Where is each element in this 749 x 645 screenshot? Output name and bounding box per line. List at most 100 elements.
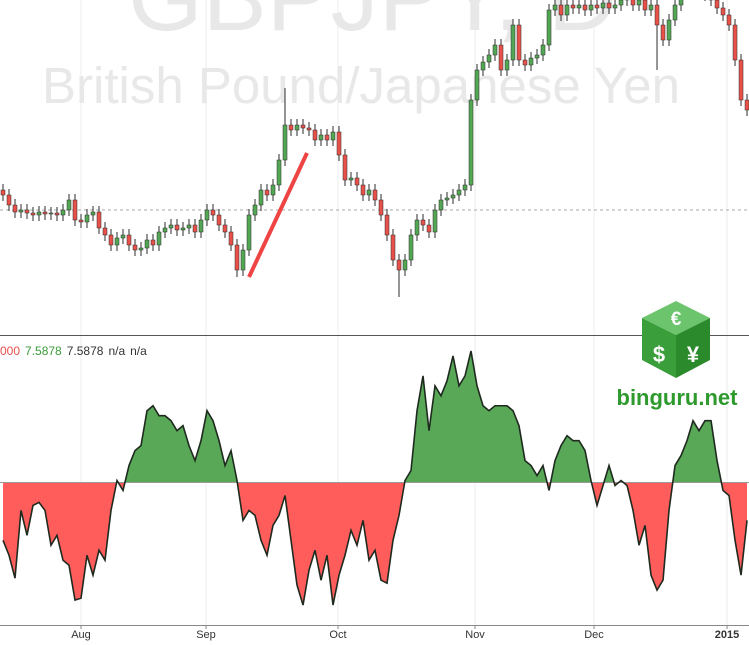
candle-body [102,227,108,236]
legend-entry: n/a [108,344,125,358]
candle-body [54,212,60,216]
candle-body [540,44,546,56]
area-positive [3,350,748,483]
candle-body [246,214,252,251]
candle-body [510,24,516,61]
legend-entry: 7.5878 [25,344,62,358]
candle-body [126,234,132,246]
candle-body [420,219,426,226]
candle-body [570,4,576,9]
candle-body [618,0,624,6]
candle-body [594,4,600,9]
candle-body [504,59,510,71]
candle-body [474,69,480,101]
candle-body [300,124,306,129]
indicator-panel [0,350,749,606]
candle-body [228,231,234,246]
candle-body [660,24,666,41]
candle-body [6,194,12,206]
candle-body [84,214,90,223]
candle-body [408,234,414,261]
candle-body [198,219,204,233]
candle-body [612,4,618,9]
candle-body [276,159,282,186]
candle-body [432,209,438,233]
indicator-legend: 000 7.5878 7.5878 n/a n/a [0,344,147,358]
candle-body [186,224,192,229]
logo-cube-right [676,318,710,378]
candle-body [162,227,168,233]
candle-body [720,7,726,16]
candle-body [132,244,138,251]
candle-body [486,54,492,63]
legend-entry: n/a [130,344,147,358]
candle-body [48,212,54,215]
candle-body [654,4,660,26]
candle-body [72,199,78,221]
candle-body [210,209,216,216]
candle-body [402,259,408,271]
price-panel [0,0,749,297]
candle-body [468,99,474,186]
candle-body [546,9,552,46]
candle-body [192,224,198,233]
candle-body [234,244,240,271]
watermark-subtitle: British Pound/Japanese Yen [42,57,680,114]
logo-text: binguru.net [617,385,739,410]
logo-symbol: € [671,309,682,330]
candle-body [342,154,348,181]
candle-body [678,0,684,6]
candle-body [336,131,342,156]
candle-body [492,44,498,56]
candle-body [216,214,222,226]
candle-body [456,189,462,196]
logo-cube-left [642,318,676,378]
x-tick-label: Oct [329,629,346,641]
candle-body [576,4,582,9]
logo: € $ ¥ binguru.net [617,301,739,410]
candle-body [552,4,558,11]
candle-body [582,4,588,11]
candle-body [672,4,678,21]
candle-body [498,44,504,71]
candle-body [360,184,366,196]
candle-body [240,249,246,271]
candle-body [222,224,228,233]
candle-body [294,124,300,131]
candle-body [378,199,384,216]
candle-body [354,177,360,186]
candle-body [732,24,738,61]
candle-body [174,224,180,231]
candle-body [738,59,744,101]
candle-body [282,124,288,161]
candle-body [90,211,96,216]
candle-body [348,177,354,181]
candle-body [636,0,642,6]
legend-entry: 7.5878 [67,344,104,358]
candle-body [528,57,534,66]
candle-body [60,209,66,216]
candle-body [438,199,444,211]
candle-body [168,224,174,229]
candle-body [384,214,390,236]
candle-body [96,211,102,229]
candle-body [600,2,606,9]
candle-body [138,247,144,251]
candle-body [150,239,156,246]
candle-body [36,211,42,216]
candle-body [258,189,264,206]
candle-body [108,234,114,246]
candle-body [522,59,528,66]
candle-body [564,4,570,16]
candle-body [270,184,276,196]
candle-body [642,0,648,11]
x-tick-label: 2015 [715,629,739,641]
candle-body [666,19,672,41]
candle-body [156,231,162,246]
candle-body [606,2,612,9]
watermark: GBPJPY, D British Pound/Japanese Yen [42,0,680,114]
candle-body [726,14,732,26]
candle-body [450,194,456,199]
